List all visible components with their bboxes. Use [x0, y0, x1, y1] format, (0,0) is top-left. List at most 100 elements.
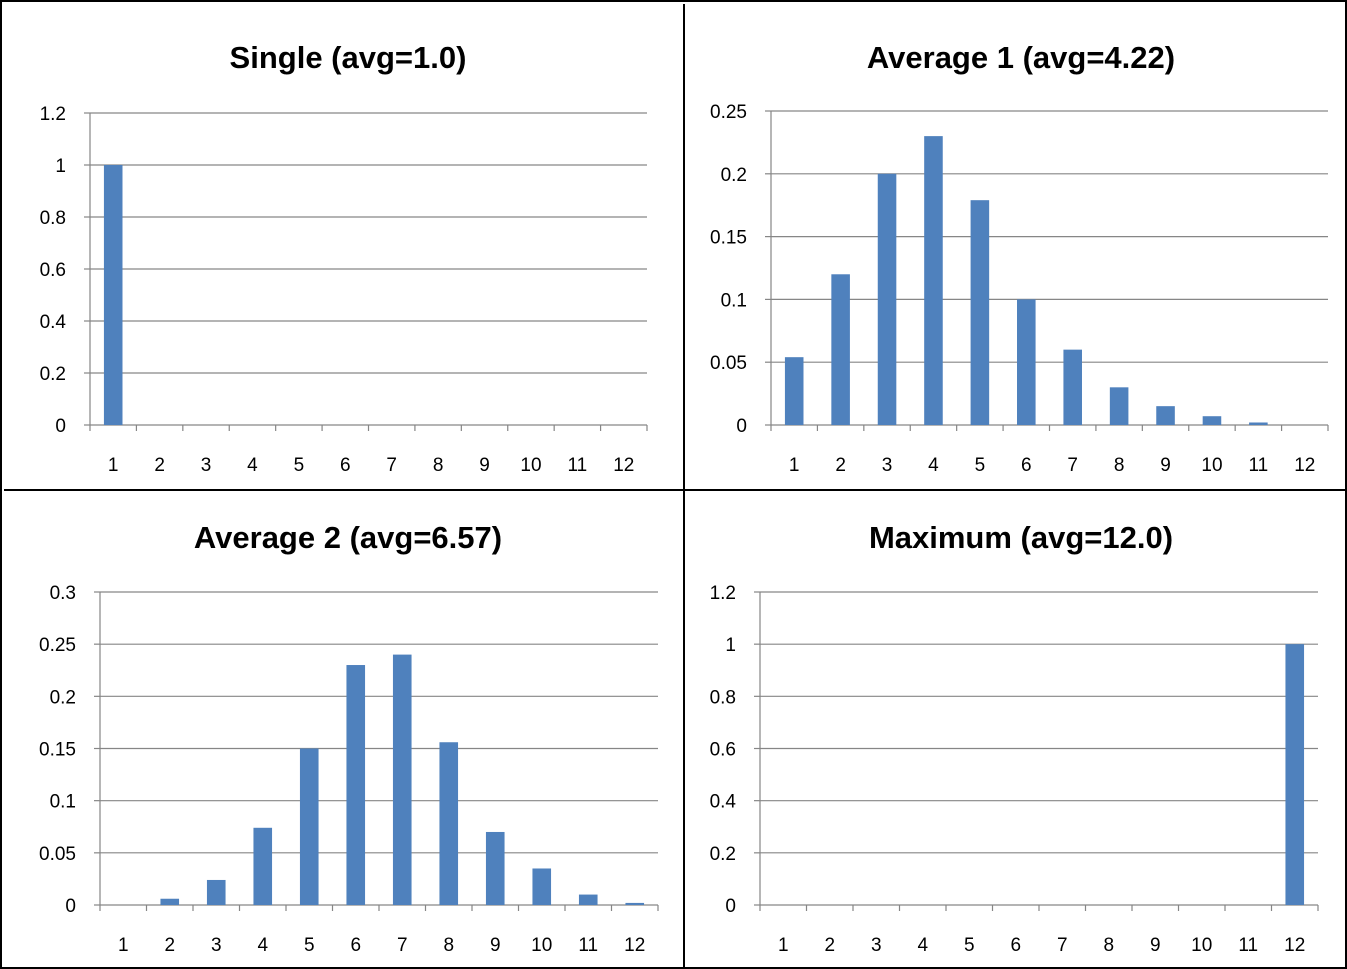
bar: [1249, 422, 1268, 425]
bar: [784, 357, 804, 425]
x-tick-label: 3: [211, 935, 222, 956]
chart-panel-maximum: Maximum (avg=12.0) 0 0.2 0.4 0.6 0.8 1 1.2 1 2 3 4…: [685, 491, 1347, 969]
y-tick-label: 0.8: [710, 687, 736, 708]
bar: [1063, 349, 1082, 425]
chart-single: Single (avg=1.0) 00.20.40.60.811.21 2 3 4 5 6…: [40, 40, 648, 476]
x-tick-label: 12: [624, 935, 645, 956]
chart-panel-average-1: Average 1 (avg=4.22) 0 0.05 0.1 0.15 0.2 0.25…: [685, 4, 1347, 491]
bar: [392, 654, 412, 905]
chart-title: Average 1 (avg=4.22): [867, 40, 1175, 75]
bar: [877, 173, 897, 425]
x-tick-label: 6: [1010, 935, 1021, 956]
x-tick-label: 12: [1284, 935, 1305, 956]
bar: [485, 831, 505, 905]
y-tick-label: 0: [55, 416, 66, 437]
x-tick-label: 9: [1150, 935, 1161, 956]
y-tick-label: 0.15: [710, 228, 747, 249]
x-tick-label: 5: [304, 935, 315, 956]
bar: [299, 748, 319, 905]
x-tick-label: 9: [479, 455, 490, 476]
bar: [253, 827, 273, 905]
y-tick-label: 0.4: [40, 312, 67, 333]
y-tick-label: 0.25: [710, 102, 747, 123]
y-tick-label: 0.25: [39, 635, 76, 656]
x-tick-label: 5: [294, 455, 305, 476]
x-tick-label: 5: [975, 455, 986, 476]
x-tick-label: 2: [164, 935, 175, 956]
bar: [160, 898, 180, 905]
x-tick-label: 12: [613, 455, 634, 476]
chart-average-1: Average 1 (avg=4.22) 0 0.05 0.1 0.15 0.2 0.25…: [710, 40, 1329, 476]
x-tick-label: 3: [882, 455, 893, 476]
y-tick-label: 0.2: [50, 687, 76, 708]
x-tick-label: 10: [1191, 935, 1212, 956]
x-tick-label: 6: [1021, 455, 1032, 476]
y-tick-label: 0.8: [40, 208, 66, 229]
chart-panel-average-2: Average 2 (avg=6.57) 0 0.05 0.1 0.15 0.2 0.25…: [4, 491, 685, 969]
chart-maximum: Maximum (avg=12.0) 00.20.40.60.811.21 2 3 4…: [710, 520, 1319, 956]
x-tick-label: 10: [531, 935, 552, 956]
y-tick-label: 1.2: [710, 583, 736, 604]
x-tick-label: 4: [247, 455, 258, 476]
bar: [1109, 387, 1129, 425]
x-tick-label: 7: [397, 935, 408, 956]
x-tick-label: 4: [917, 935, 928, 956]
y-tick-label: 0.2: [40, 364, 66, 385]
x-tick-label: 8: [1103, 935, 1114, 956]
x-tick-label: 9: [490, 935, 501, 956]
x-tick-label: 11: [568, 455, 588, 476]
chart-title: Maximum (avg=12.0): [869, 520, 1173, 555]
bar: [103, 165, 123, 425]
x-tick-label: 4: [928, 455, 939, 476]
bar: [1202, 416, 1222, 425]
y-tick-label: 0.2: [721, 165, 747, 186]
x-tick-label: 8: [443, 935, 454, 956]
chart-title: Average 2 (avg=6.57): [194, 520, 502, 555]
chart-title: Single (avg=1.0): [230, 40, 467, 75]
x-tick-label: 11: [1238, 935, 1258, 956]
x-tick-label: 10: [520, 455, 541, 476]
x-tick-label: 2: [835, 455, 846, 476]
y-tick-label: 0.1: [50, 792, 76, 813]
y-tick-label: 0: [736, 416, 747, 437]
bar: [439, 742, 459, 905]
y-tick-label: 0.05: [39, 844, 76, 865]
y-tick-label: 1.2: [40, 104, 66, 125]
y-tick-label: 0: [65, 896, 76, 917]
y-tick-label: 1: [55, 156, 66, 177]
y-tick-label: 0.05: [710, 353, 747, 374]
x-tick-label: 1: [108, 455, 119, 476]
x-tick-label: 5: [964, 935, 975, 956]
x-tick-label: 6: [350, 935, 361, 956]
y-tick-label: 0.4: [710, 792, 737, 813]
bar: [206, 879, 226, 905]
x-tick-label: 7: [1067, 455, 1078, 476]
bar: [831, 274, 850, 425]
y-tick-label: 0.1: [721, 290, 747, 311]
x-tick-label: 3: [201, 455, 212, 476]
x-tick-label: 6: [340, 455, 351, 476]
bar: [1156, 406, 1175, 425]
x-tick-label: 3: [871, 935, 882, 956]
x-tick-label: 7: [386, 455, 397, 476]
bar: [924, 136, 943, 425]
x-tick-label: 11: [1249, 455, 1269, 476]
bar: [346, 665, 366, 905]
bar: [1017, 299, 1036, 425]
x-tick-label: 9: [1160, 455, 1171, 476]
x-tick-label: 8: [433, 455, 444, 476]
chart-average-2: Average 2 (avg=6.57) 0 0.05 0.1 0.15 0.2 0.25…: [39, 520, 659, 956]
x-tick-label: 1: [778, 935, 789, 956]
x-tick-label: 1: [118, 935, 129, 956]
x-tick-label: 10: [1201, 455, 1222, 476]
x-tick-label: 7: [1057, 935, 1068, 956]
bar: [1285, 644, 1305, 905]
y-tick-label: 0: [725, 896, 736, 917]
y-tick-label: 0.2: [710, 844, 736, 865]
x-tick-label: 12: [1294, 455, 1315, 476]
chart-panel-single: Single (avg=1.0) 0 0.2 0.4 0.6 0.8 1 1.2 1 2 3 4 5 6…: [4, 4, 685, 491]
y-tick-label: 0.3: [50, 583, 76, 604]
bar: [578, 894, 598, 905]
x-tick-label: 2: [154, 455, 165, 476]
